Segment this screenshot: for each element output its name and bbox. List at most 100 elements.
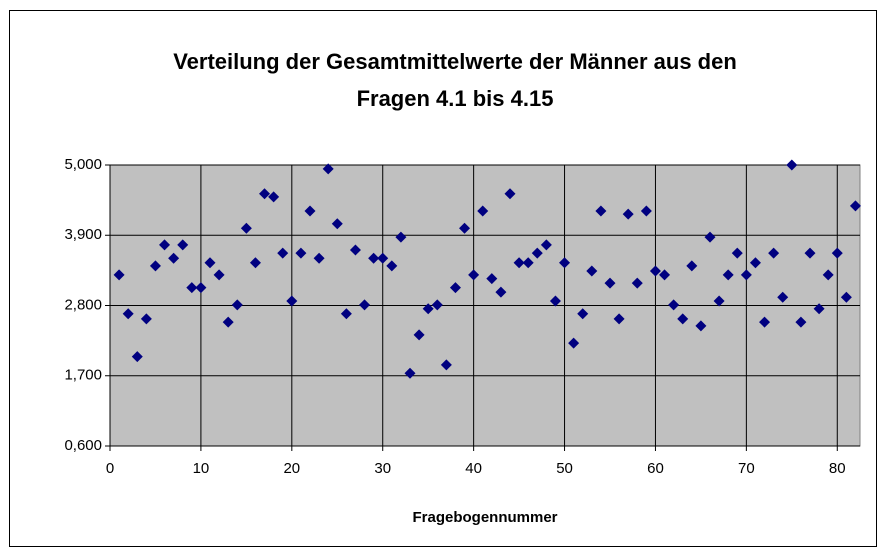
data-point bbox=[140, 313, 152, 325]
data-point bbox=[486, 273, 498, 285]
data-point bbox=[468, 269, 480, 281]
data-point bbox=[822, 269, 834, 281]
data-point bbox=[668, 299, 680, 311]
data-point bbox=[740, 269, 752, 281]
data-point bbox=[577, 308, 589, 320]
data-point bbox=[431, 299, 443, 311]
data-point bbox=[649, 265, 661, 277]
data-point bbox=[295, 247, 307, 259]
data-point bbox=[604, 277, 616, 289]
data-point bbox=[404, 367, 416, 379]
x-tick-label: 10 bbox=[193, 460, 210, 477]
data-point bbox=[313, 252, 325, 264]
data-point bbox=[768, 247, 780, 259]
data-point bbox=[522, 257, 534, 269]
data-point bbox=[277, 247, 289, 259]
data-point bbox=[804, 247, 816, 259]
data-point bbox=[349, 244, 361, 256]
data-point bbox=[749, 257, 761, 269]
data-point bbox=[240, 222, 252, 234]
y-tick-label: 2,800 bbox=[64, 296, 102, 313]
data-point bbox=[704, 231, 716, 243]
data-point bbox=[640, 205, 652, 217]
data-point bbox=[831, 247, 843, 259]
data-point bbox=[113, 269, 125, 281]
data-point bbox=[477, 205, 489, 217]
data-point bbox=[531, 247, 543, 259]
data-point bbox=[549, 295, 561, 307]
data-point bbox=[359, 299, 371, 311]
data-point bbox=[677, 313, 689, 325]
data-point bbox=[213, 269, 225, 281]
data-point bbox=[204, 257, 216, 269]
data-point bbox=[368, 252, 380, 264]
data-point bbox=[268, 191, 280, 203]
data-point bbox=[186, 282, 198, 294]
data-point bbox=[495, 286, 507, 298]
chart-title: Verteilung der Gesamtmittelwerte der Män… bbox=[173, 49, 737, 74]
x-axis-label: Fragebogennummer bbox=[412, 509, 557, 526]
data-point bbox=[177, 239, 189, 251]
data-point bbox=[322, 163, 334, 175]
x-tick-label: 50 bbox=[556, 460, 573, 477]
data-point bbox=[386, 260, 398, 272]
data-point bbox=[413, 329, 425, 341]
x-tick-label: 60 bbox=[647, 460, 664, 477]
data-point bbox=[249, 257, 261, 269]
data-point bbox=[722, 269, 734, 281]
x-tick-label: 30 bbox=[374, 460, 391, 477]
y-tick-label: 3,900 bbox=[64, 226, 102, 243]
data-point bbox=[340, 308, 352, 320]
data-point bbox=[422, 303, 434, 315]
x-tick-label: 20 bbox=[283, 460, 300, 477]
data-point bbox=[631, 277, 643, 289]
x-tick-label: 0 bbox=[106, 460, 114, 477]
data-point bbox=[159, 239, 171, 251]
data-point bbox=[440, 359, 452, 371]
data-point bbox=[731, 247, 743, 259]
data-point bbox=[849, 200, 861, 212]
data-point bbox=[149, 260, 161, 272]
data-point bbox=[331, 218, 343, 230]
data-point bbox=[695, 320, 707, 332]
data-point bbox=[686, 260, 698, 272]
data-point bbox=[540, 239, 552, 251]
data-point bbox=[377, 252, 389, 264]
data-point bbox=[222, 316, 234, 328]
data-point bbox=[840, 291, 852, 303]
data-point bbox=[622, 208, 634, 220]
data-point bbox=[195, 282, 207, 294]
data-point bbox=[459, 222, 471, 234]
data-point bbox=[286, 295, 298, 307]
y-tick-label: 0,600 bbox=[64, 437, 102, 454]
data-point bbox=[559, 257, 571, 269]
data-point bbox=[613, 313, 625, 325]
data-point bbox=[713, 295, 725, 307]
data-point bbox=[304, 205, 316, 217]
data-point bbox=[259, 188, 271, 200]
data-point bbox=[131, 351, 143, 363]
data-point bbox=[568, 337, 580, 349]
data-point bbox=[659, 269, 671, 281]
x-tick-label: 70 bbox=[738, 460, 755, 477]
data-point bbox=[777, 291, 789, 303]
data-point bbox=[786, 159, 798, 171]
x-tick-label: 40 bbox=[465, 460, 482, 477]
x-tick-label: 80 bbox=[829, 460, 846, 477]
data-point bbox=[231, 299, 243, 311]
data-point bbox=[122, 308, 134, 320]
data-point bbox=[168, 252, 180, 264]
data-point bbox=[449, 282, 461, 294]
data-point bbox=[595, 205, 607, 217]
y-tick-label: 5,000 bbox=[64, 156, 102, 173]
data-point bbox=[586, 265, 598, 277]
data-point bbox=[813, 303, 825, 315]
data-point bbox=[759, 316, 771, 328]
data-point bbox=[513, 257, 525, 269]
data-point bbox=[795, 316, 807, 328]
y-tick-label: 1,700 bbox=[64, 367, 102, 384]
chart-title: Fragen 4.1 bis 4.15 bbox=[357, 86, 554, 111]
data-point bbox=[395, 231, 407, 243]
data-point bbox=[504, 188, 516, 200]
